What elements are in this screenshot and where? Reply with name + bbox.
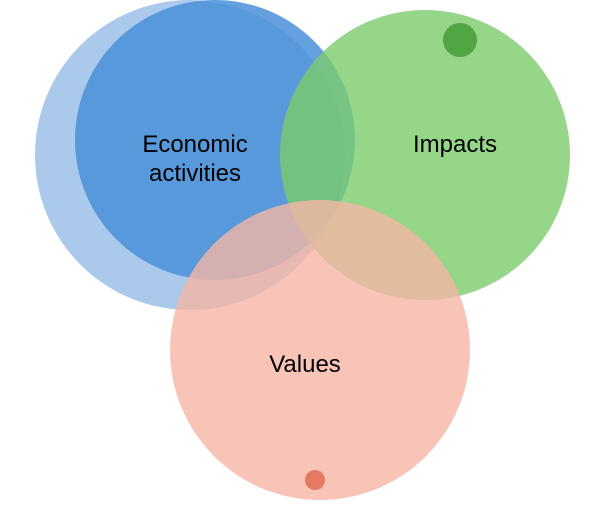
label-economic-activities: Economic activities [95, 131, 295, 189]
label-impacts: Impacts [355, 131, 555, 160]
green-dot-icon [443, 23, 477, 57]
red-dot-icon [305, 470, 325, 490]
circle-values [170, 200, 470, 500]
label-values: Values [205, 351, 405, 380]
venn-diagram: Economic activities Impacts Values [0, 0, 610, 512]
